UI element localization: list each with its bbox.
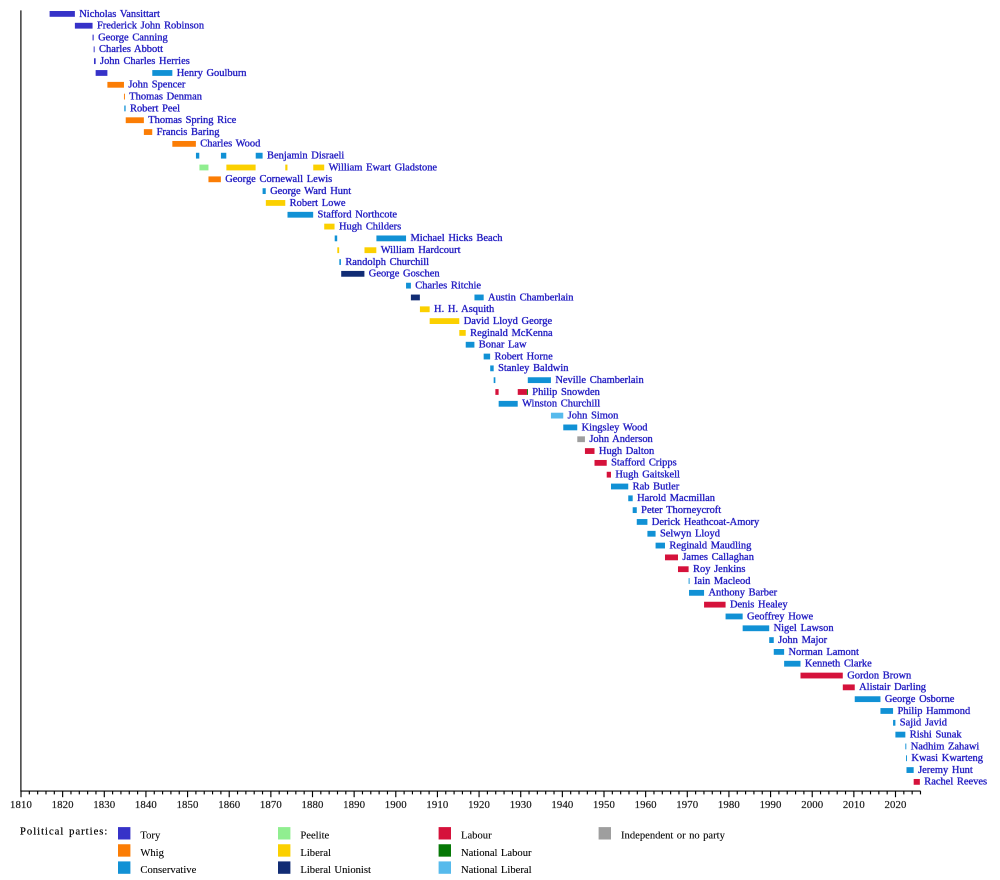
svg-text:George Osborne: George Osborne [885, 694, 955, 705]
svg-text:George Ward Hunt: George Ward Hunt [270, 186, 351, 197]
svg-text:Reginald McKenna: Reginald McKenna [470, 328, 553, 339]
svg-text:Gordon Brown: Gordon Brown [847, 670, 912, 681]
svg-text:1990: 1990 [760, 799, 782, 811]
svg-text:Conservative: Conservative [140, 865, 196, 876]
svg-text:Roy Jenkins: Roy Jenkins [693, 564, 745, 575]
svg-text:Rab Butler: Rab Butler [633, 481, 680, 492]
svg-text:Rachel Reeves: Rachel Reeves [924, 777, 987, 788]
svg-text:National Labour: National Labour [461, 848, 532, 859]
svg-text:Alistair Darling: Alistair Darling [859, 682, 927, 693]
svg-text:1960: 1960 [635, 799, 657, 811]
svg-text:1900: 1900 [385, 799, 407, 811]
svg-text:Sajid Javid: Sajid Javid [900, 718, 948, 729]
svg-text:Liberal Unionist: Liberal Unionist [300, 865, 371, 876]
svg-text:1850: 1850 [177, 799, 199, 811]
svg-text:Independent or no party: Independent or no party [621, 831, 726, 842]
svg-text:1860: 1860 [218, 799, 240, 811]
svg-text:William Hardcourt: William Hardcourt [381, 245, 461, 256]
svg-text:1820: 1820 [52, 799, 74, 811]
svg-text:2020: 2020 [885, 799, 907, 811]
svg-text:Peelite: Peelite [300, 831, 329, 842]
svg-text:Hugh Childers: Hugh Childers [339, 221, 401, 232]
svg-text:1810: 1810 [10, 799, 32, 811]
svg-text:John Spencer: John Spencer [128, 80, 186, 91]
svg-text:Rishi Sunak: Rishi Sunak [910, 729, 963, 740]
svg-text:Derick Heathcoat-Amory: Derick Heathcoat-Amory [652, 517, 760, 528]
svg-text:Kingsley Wood: Kingsley Wood [582, 422, 649, 433]
svg-text:1870: 1870 [260, 799, 282, 811]
svg-text:2000: 2000 [801, 799, 823, 811]
svg-text:1830: 1830 [93, 799, 115, 811]
svg-text:2010: 2010 [843, 799, 865, 811]
svg-text:Henry Goulburn: Henry Goulburn [177, 68, 248, 79]
svg-text:1890: 1890 [343, 799, 365, 811]
svg-text:1950: 1950 [593, 799, 615, 811]
svg-text:1930: 1930 [510, 799, 532, 811]
svg-text:Thomas Spring Rice: Thomas Spring Rice [148, 115, 236, 126]
svg-text:Political parties:: Political parties: [20, 827, 108, 838]
svg-text:George Cornewall Lewis: George Cornewall Lewis [225, 174, 332, 185]
svg-text:John Major: John Major [778, 635, 827, 646]
svg-text:James Callaghan: James Callaghan [682, 552, 754, 563]
svg-text:William Ewart Gladstone: William Ewart Gladstone [329, 162, 438, 173]
svg-text:1840: 1840 [135, 799, 157, 811]
svg-text:Frederick John Robinson: Frederick John Robinson [97, 21, 205, 32]
svg-text:Nadhim Zahawi: Nadhim Zahawi [911, 741, 980, 752]
svg-text:Randolph Churchill: Randolph Churchill [345, 257, 429, 268]
svg-text:Thomas Denman: Thomas Denman [129, 91, 202, 102]
svg-text:Liberal: Liberal [300, 848, 331, 859]
svg-text:1920: 1920 [468, 799, 490, 811]
svg-text:Philip Snowden: Philip Snowden [532, 387, 600, 398]
svg-text:Nicholas Vansittart: Nicholas Vansittart [79, 9, 160, 20]
svg-text:Peter Thorneycroft: Peter Thorneycroft [641, 505, 721, 516]
svg-text:Robert Lowe: Robert Lowe [290, 198, 346, 209]
svg-text:John Charles Herries: John Charles Herries [100, 56, 190, 67]
svg-text:Jeremy Hunt: Jeremy Hunt [918, 765, 973, 776]
svg-text:Michael Hicks Beach: Michael Hicks Beach [410, 233, 503, 244]
svg-text:Selwyn Lloyd: Selwyn Lloyd [660, 529, 721, 540]
svg-text:Robert Horne: Robert Horne [495, 351, 554, 362]
svg-text:John Anderson: John Anderson [589, 434, 653, 445]
svg-text:Labour: Labour [461, 831, 492, 842]
svg-text:David Lloyd George: David Lloyd George [464, 316, 553, 327]
svg-text:1880: 1880 [302, 799, 324, 811]
svg-text:Reginald Maudling: Reginald Maudling [669, 540, 752, 551]
svg-text:George Canning: George Canning [98, 32, 168, 43]
svg-text:H. H. Asquith: H. H. Asquith [434, 304, 495, 315]
svg-text:Nigel Lawson: Nigel Lawson [774, 623, 835, 634]
svg-text:Stanley Baldwin: Stanley Baldwin [498, 363, 569, 374]
svg-text:Winston Churchill: Winston Churchill [522, 399, 600, 410]
svg-text:Hugh Gaitskell: Hugh Gaitskell [615, 470, 680, 481]
svg-text:Tory: Tory [140, 831, 161, 842]
svg-text:Charles Wood: Charles Wood [200, 139, 261, 150]
svg-text:Anthony Barber: Anthony Barber [708, 588, 777, 599]
svg-text:Norman Lamont: Norman Lamont [789, 647, 859, 658]
svg-text:John Simon: John Simon [568, 410, 619, 421]
svg-text:Kenneth Clarke: Kenneth Clarke [805, 659, 872, 670]
svg-text:1940: 1940 [551, 799, 573, 811]
svg-text:George Goschen: George Goschen [369, 269, 441, 280]
svg-text:Francis Baring: Francis Baring [157, 127, 221, 138]
svg-text:Hugh Dalton: Hugh Dalton [599, 446, 655, 457]
svg-text:Benjamin Disraeli: Benjamin Disraeli [267, 151, 344, 162]
svg-text:1910: 1910 [426, 799, 448, 811]
svg-text:Denis Healey: Denis Healey [730, 600, 788, 611]
svg-text:1980: 1980 [718, 799, 740, 811]
svg-text:Robert Peel: Robert Peel [130, 103, 180, 114]
svg-text:1970: 1970 [676, 799, 698, 811]
svg-text:Charles Abbott: Charles Abbott [99, 44, 163, 55]
svg-text:Iain Macleod: Iain Macleod [694, 576, 751, 587]
svg-text:National Liberal: National Liberal [461, 865, 532, 876]
svg-text:Neville Chamberlain: Neville Chamberlain [555, 375, 644, 386]
svg-text:Stafford Northcote: Stafford Northcote [318, 210, 398, 221]
svg-text:Harold Macmillan: Harold Macmillan [637, 493, 716, 504]
svg-text:Stafford Cripps: Stafford Cripps [611, 458, 677, 469]
svg-text:Charles Ritchie: Charles Ritchie [415, 281, 481, 292]
svg-text:Geoffrey Howe: Geoffrey Howe [747, 611, 813, 622]
svg-text:Whig: Whig [140, 848, 164, 859]
svg-text:Bonar Law: Bonar Law [479, 340, 527, 351]
svg-text:Philip Hammond: Philip Hammond [897, 706, 970, 717]
svg-text:Kwasi Kwarteng: Kwasi Kwarteng [911, 753, 983, 764]
svg-text:Austin Chamberlain: Austin Chamberlain [488, 292, 574, 303]
